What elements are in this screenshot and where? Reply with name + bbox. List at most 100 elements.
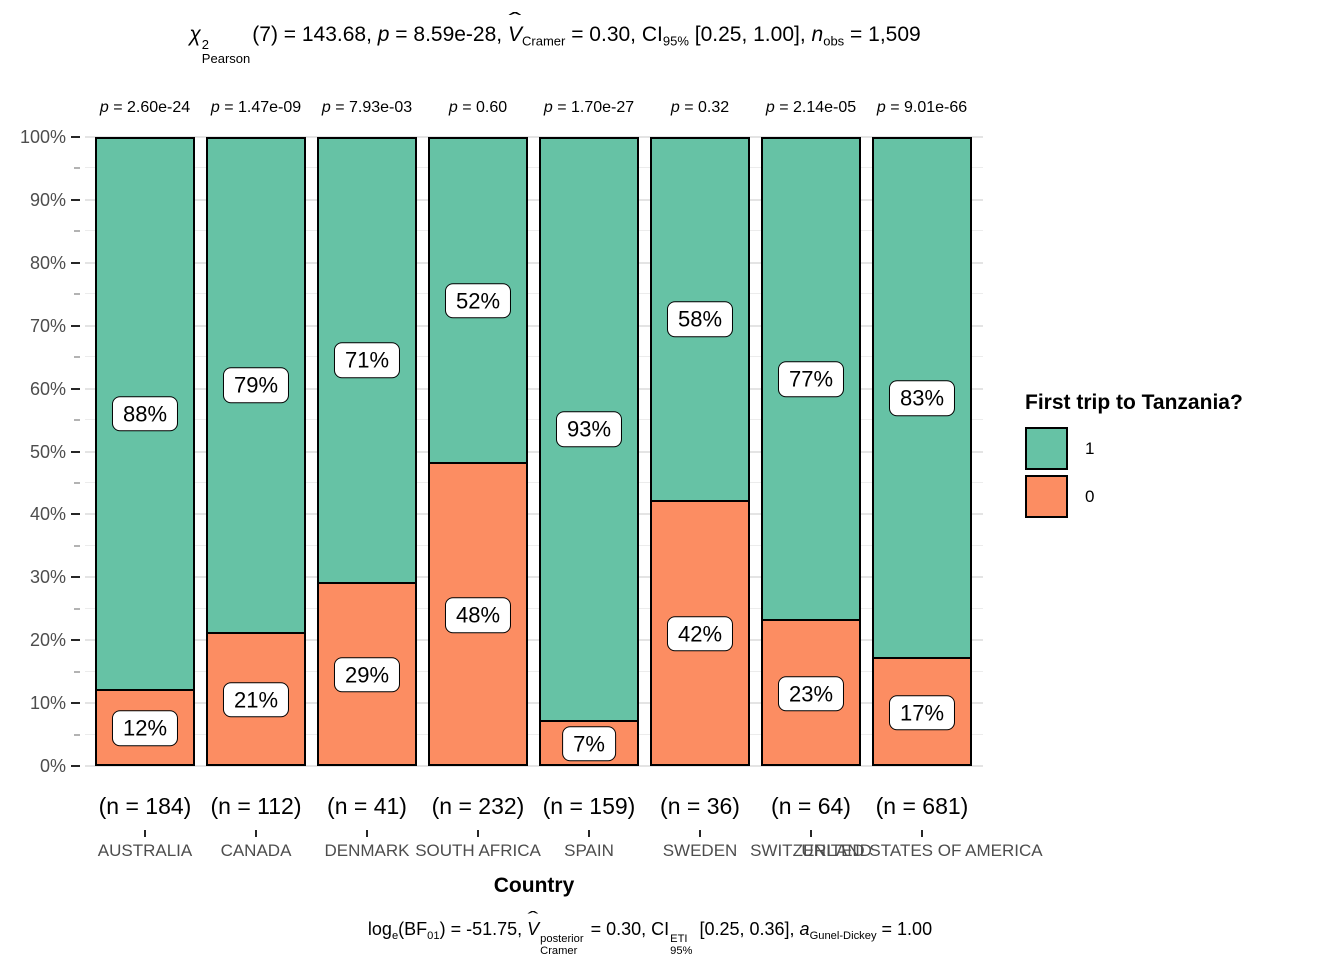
pvalue-label: p = 0.32 bbox=[670, 99, 730, 116]
y-tick-minor bbox=[74, 481, 80, 484]
gridline-major bbox=[85, 136, 983, 138]
y-tick-major bbox=[71, 324, 80, 327]
y-tick-major bbox=[71, 261, 80, 264]
bar-6 bbox=[650, 137, 750, 766]
y-tick-minor bbox=[74, 230, 80, 233]
x-axis-label: SWEDEN bbox=[662, 841, 738, 860]
bar-7 bbox=[761, 137, 861, 766]
x-tick bbox=[921, 830, 923, 837]
x-tick bbox=[366, 830, 368, 837]
n-label: (n = 41) bbox=[327, 793, 407, 819]
y-axis-label: 30% bbox=[29, 567, 66, 588]
gridline-major bbox=[85, 450, 983, 453]
x-tick bbox=[810, 830, 812, 837]
y-tick-minor bbox=[74, 356, 80, 359]
gridline-minor bbox=[85, 293, 983, 295]
x-axis-label: SPAIN bbox=[564, 841, 614, 860]
gridline-minor bbox=[85, 356, 983, 358]
y-axis-label: 90% bbox=[29, 189, 66, 210]
legend-swatch-1 bbox=[1025, 427, 1068, 470]
x-axis-label: SOUTH AFRICA bbox=[415, 841, 541, 860]
y-tick-major bbox=[71, 702, 80, 705]
gridline-major bbox=[85, 639, 983, 642]
gridline-minor bbox=[85, 733, 983, 735]
percent-label: 12% bbox=[111, 710, 179, 746]
y-axis-label: 20% bbox=[29, 630, 66, 651]
rich-stack: 2 Pearson bbox=[201, 37, 251, 66]
gridline-major bbox=[85, 765, 983, 767]
bar-2 bbox=[206, 137, 306, 766]
gridline-major bbox=[85, 576, 983, 579]
gridline-major bbox=[85, 198, 983, 201]
legend-title: First trip to Tanzania? bbox=[1025, 391, 1243, 414]
y-tick-minor bbox=[74, 607, 80, 610]
bar-1 bbox=[95, 137, 195, 766]
legend-entry-1: 1 bbox=[1025, 427, 1243, 470]
percent-label: 42% bbox=[666, 616, 734, 652]
rich-stack: ETI 95% bbox=[670, 932, 693, 957]
x-axis-label: DENMARK bbox=[324, 841, 410, 860]
y-tick-minor bbox=[74, 733, 80, 736]
legend-entry-0: 0 bbox=[1025, 475, 1243, 518]
x-axis-label: SWITZERLAND bbox=[750, 841, 872, 860]
x-axis-label: CANADA bbox=[220, 841, 292, 860]
y-axis-label: 100% bbox=[19, 127, 66, 147]
gridline-minor bbox=[85, 670, 983, 672]
y-tick-major bbox=[71, 765, 80, 767]
gridline-minor bbox=[85, 230, 983, 232]
rich-stack: posterior Cramer bbox=[540, 932, 584, 957]
bar-5 bbox=[539, 137, 639, 766]
x-tick bbox=[144, 830, 146, 837]
gridline-minor bbox=[85, 419, 983, 421]
pvalue-label: p = 2.60e-24 bbox=[99, 99, 191, 116]
chart-title: χ 2 Pearson (7) = 143.68, p = 8.59e-28, ˆ VC… bbox=[189, 10, 921, 66]
x-tick bbox=[699, 830, 701, 837]
percent-label: 58% bbox=[666, 301, 734, 338]
percent-label: 17% bbox=[888, 694, 956, 731]
axis-title-x: Country bbox=[493, 874, 575, 897]
y-axis-label: 10% bbox=[29, 693, 66, 714]
y-tick-major bbox=[71, 387, 80, 390]
percent-label: 23% bbox=[777, 675, 845, 712]
y-tick-major bbox=[71, 513, 80, 516]
y-axis-label: 40% bbox=[29, 504, 66, 525]
y-tick-minor bbox=[74, 670, 80, 673]
y-axis-label: 60% bbox=[29, 378, 66, 399]
y-tick-minor bbox=[74, 293, 80, 296]
gridline-minor bbox=[85, 544, 983, 546]
legend-label-1: 1 bbox=[1085, 438, 1095, 458]
pvalue-label: p = 7.93e-03 bbox=[321, 99, 413, 116]
percent-label: 71% bbox=[333, 342, 401, 379]
x-axis-label: UNITED STATES OF AMERICA bbox=[801, 841, 1043, 860]
gridline-minor bbox=[85, 607, 983, 609]
gridline-major bbox=[85, 261, 983, 264]
percent-label: 77% bbox=[777, 361, 845, 397]
n-label: (n = 232) bbox=[431, 793, 525, 819]
y-axis-label: 50% bbox=[29, 441, 66, 462]
n-label: (n = 184) bbox=[98, 793, 192, 819]
n-label: (n = 681) bbox=[875, 793, 969, 819]
pvalue-label: p = 2.14e-05 bbox=[765, 99, 857, 116]
percent-label: 29% bbox=[333, 657, 401, 693]
pvalue-label: p = 9.01e-66 bbox=[876, 99, 968, 116]
gridline-minor bbox=[85, 481, 983, 483]
y-axis-label: 70% bbox=[29, 315, 66, 336]
y-axis-label: 0% bbox=[39, 756, 66, 776]
x-tick bbox=[477, 830, 479, 837]
percent-label: 93% bbox=[555, 411, 623, 448]
y-tick-major bbox=[71, 576, 80, 579]
y-tick-major bbox=[71, 198, 80, 201]
gridline-major bbox=[85, 387, 983, 390]
y-tick-minor bbox=[74, 419, 80, 422]
percent-label: 83% bbox=[888, 380, 956, 416]
y-tick-major bbox=[71, 136, 80, 138]
gridline-major bbox=[85, 324, 983, 327]
y-tick-minor bbox=[74, 167, 80, 170]
x-tick bbox=[588, 830, 590, 837]
y-tick-major bbox=[71, 639, 80, 642]
